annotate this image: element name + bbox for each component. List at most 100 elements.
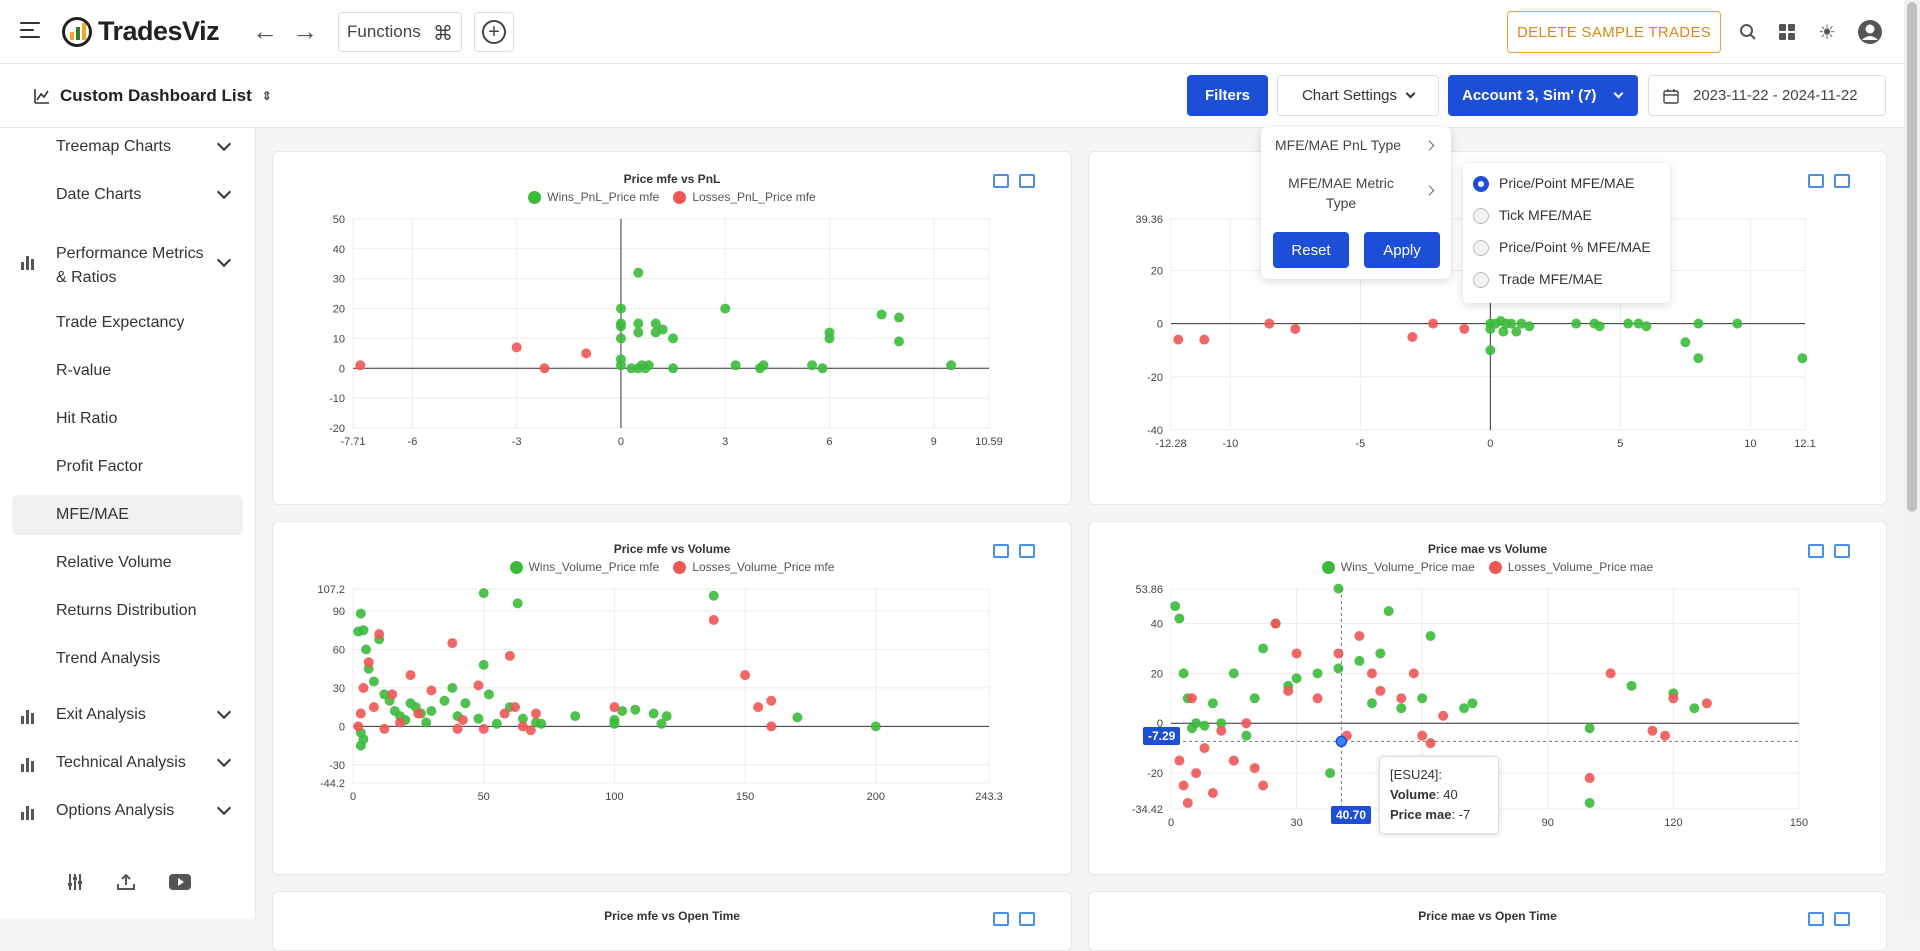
win-point xyxy=(1571,318,1582,329)
win-point xyxy=(1623,318,1634,329)
radio-price-point-percent[interactable] xyxy=(1473,240,1489,256)
win-point xyxy=(483,689,494,700)
sidebar-item-exit-analysis[interactable]: Exit Analysis xyxy=(56,706,146,724)
account-selector[interactable]: Account 3, Sim' (7) xyxy=(1448,75,1638,116)
win-point xyxy=(668,333,679,344)
chevron-down-icon[interactable] xyxy=(216,752,232,768)
legend-item-wins[interactable]: Wins_PnL_Price mfe xyxy=(528,190,659,204)
user-avatar-icon[interactable] xyxy=(1856,18,1884,46)
legend-item-wins[interactable]: Wins_Volume_Price mae xyxy=(1321,560,1475,574)
win-point xyxy=(1516,318,1527,329)
radio-price-point[interactable] xyxy=(1473,176,1489,192)
legend-item-losses[interactable]: Losses_Volume_Price mae xyxy=(1488,560,1653,574)
sidebar-item-profit-factor[interactable]: Profit Factor xyxy=(56,458,143,476)
filters-button[interactable]: Filters xyxy=(1187,75,1268,116)
zoom-icon[interactable] xyxy=(993,174,1009,188)
delete-sample-trades-button[interactable]: DELETE SAMPLE TRADES xyxy=(1507,11,1721,53)
loss-point xyxy=(387,689,398,700)
theme-sun-icon[interactable]: ☀ xyxy=(1818,21,1836,44)
chevron-down-icon[interactable] xyxy=(216,184,232,200)
menu-icon[interactable] xyxy=(20,22,40,38)
win-point xyxy=(358,625,369,636)
sliders-icon[interactable] xyxy=(66,873,84,896)
scrollbar-thumb[interactable] xyxy=(1907,2,1917,512)
loss-point xyxy=(1207,788,1218,799)
sidebar-item-hit-ratio[interactable]: Hit Ratio xyxy=(56,410,117,428)
win-point xyxy=(1375,648,1386,659)
menu-item-metric-type[interactable]: MFE/MAE Metric Type xyxy=(1288,175,1394,211)
y-tick-label: 53.86 xyxy=(1135,584,1163,596)
reset-zoom-icon[interactable] xyxy=(1019,174,1035,188)
chevron-down-icon[interactable] xyxy=(216,252,232,268)
zoom-icon[interactable] xyxy=(993,544,1009,558)
zoom-icon[interactable] xyxy=(1808,912,1824,926)
legend-item-losses[interactable]: Losses_Volume_Price mfe xyxy=(673,560,834,574)
chevron-down-icon[interactable] xyxy=(216,800,232,816)
sidebar-item-relative-volume[interactable]: Relative Volume xyxy=(56,554,172,572)
sidebar-item-returns-distribution[interactable]: Returns Distribution xyxy=(56,602,197,620)
radio-trade[interactable] xyxy=(1473,272,1489,288)
sidebar-item-mfe-mae[interactable]: MFE/MAE xyxy=(56,506,129,524)
legend-item-losses[interactable]: Losses_PnL_Price mfe xyxy=(673,190,816,204)
chart-settings-button[interactable]: Chart Settings xyxy=(1277,75,1439,116)
functions-button[interactable]: Functions ⌘ xyxy=(338,12,462,52)
functions-label: Functions xyxy=(347,22,421,41)
sidebar-item-r-value[interactable]: R-value xyxy=(56,362,111,380)
radio-tick[interactable] xyxy=(1473,208,1489,224)
grid-icon[interactable] xyxy=(1775,20,1799,44)
win-point xyxy=(1693,318,1704,329)
chevron-down-icon[interactable] xyxy=(216,136,232,152)
dashboard-selector[interactable]: Custom Dashboard List ⇕ xyxy=(34,86,272,106)
apply-button[interactable]: Apply xyxy=(1364,232,1440,268)
menu-item-pnl-type[interactable]: MFE/MAE PnL Type xyxy=(1275,137,1402,153)
loss-point xyxy=(447,638,458,649)
sidebar-item-performance-metrics[interactable]: Performance Metrics & Ratios xyxy=(56,242,206,290)
reset-zoom-icon[interactable] xyxy=(1834,544,1850,558)
chevron-down-icon[interactable] xyxy=(216,704,232,720)
reset-zoom-icon[interactable] xyxy=(1834,174,1850,188)
reset-zoom-icon[interactable] xyxy=(1019,912,1035,926)
sidebar-item-technical-analysis[interactable]: Technical Analysis xyxy=(56,754,186,772)
reset-zoom-icon[interactable] xyxy=(1019,544,1035,558)
upload-icon[interactable] xyxy=(116,873,136,896)
loss-point xyxy=(525,725,536,736)
scatter-chart-0[interactable]: -7.71 -6 -3 0 3 6 9 10.59 50 40 30 20 10 0 -10 -20 xyxy=(273,152,1072,505)
win-point xyxy=(1383,606,1394,617)
chart-tooltip: [ESU24]: Volume: 40 Price mae: -7 xyxy=(1379,756,1499,834)
scatter-chart-2[interactable]: 0 50 100 150 200 243.3 107.2 90 60 30 0 -30 -44.2 xyxy=(273,522,1072,875)
sidebar-item-label: R-value xyxy=(56,362,112,379)
youtube-icon[interactable] xyxy=(169,874,191,895)
chart-title: Price mae vs Open Time xyxy=(1418,909,1557,923)
win-point xyxy=(1366,698,1377,709)
back-arrow-icon[interactable]: ← xyxy=(252,16,278,46)
loss-point xyxy=(355,360,366,371)
chart-tools xyxy=(1808,544,1850,558)
brand-logo[interactable]: TradesViz xyxy=(62,16,220,47)
sidebar-item-date-charts[interactable]: Date Charts xyxy=(56,186,141,204)
crosshair-point xyxy=(1335,735,1348,748)
add-button[interactable]: + xyxy=(474,12,514,52)
sidebar-item-trade-expectancy[interactable]: Trade Expectancy xyxy=(56,314,184,332)
option-label: Tick MFE/MAE xyxy=(1499,207,1592,223)
forward-arrow-icon[interactable]: → xyxy=(292,16,318,46)
x-tick-label: -5 xyxy=(1355,438,1365,450)
tooltip-symbol: [ESU24]: xyxy=(1390,767,1443,782)
sidebar-item-treemap-charts[interactable]: Treemap Charts xyxy=(56,138,171,156)
x-tick-label: 120 xyxy=(1664,817,1682,829)
chart-settings-label: Chart Settings xyxy=(1301,87,1398,104)
legend-item-wins[interactable]: Wins_Volume_Price mfe xyxy=(509,560,659,574)
reset-button[interactable]: Reset xyxy=(1273,232,1349,268)
x-tick-label: 150 xyxy=(1790,817,1808,829)
page-scrollbar[interactable] xyxy=(1904,0,1920,919)
win-point xyxy=(473,713,484,724)
date-range-picker[interactable]: 2023-11-22 - 2024-11-22 xyxy=(1648,75,1886,116)
sidebar-item-options-analysis[interactable]: Options Analysis xyxy=(56,802,174,820)
zoom-icon[interactable] xyxy=(993,912,1009,926)
zoom-icon[interactable] xyxy=(1808,544,1824,558)
chart-card-price-mae-vs-volume: Price mae vs Volume Wins_Volume_Price ma… xyxy=(1088,521,1887,875)
chart-tools xyxy=(993,174,1035,188)
sidebar-item-trend-analysis[interactable]: Trend Analysis xyxy=(56,650,160,668)
search-icon[interactable] xyxy=(1736,20,1760,44)
zoom-icon[interactable] xyxy=(1808,174,1824,188)
reset-zoom-icon[interactable] xyxy=(1834,912,1850,926)
